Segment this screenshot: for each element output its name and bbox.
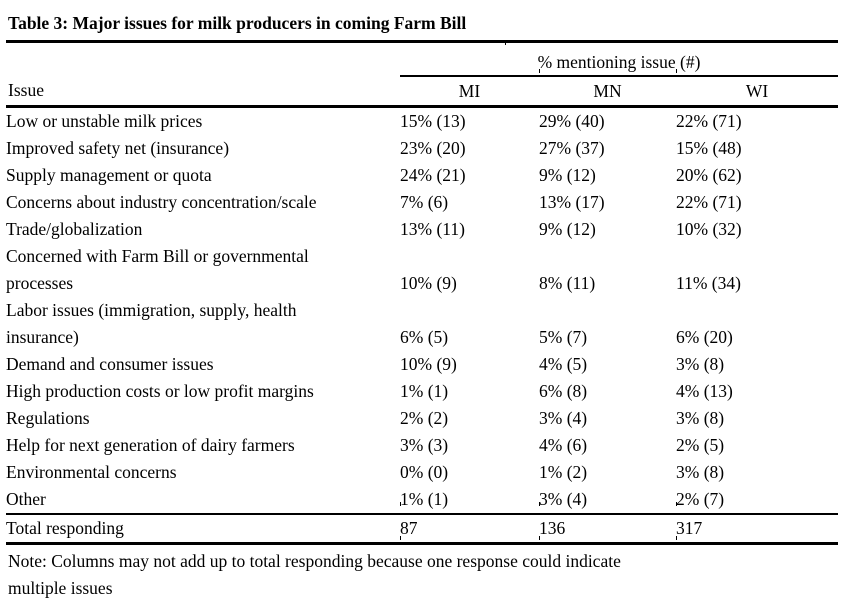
column-header-mn: MN (539, 76, 676, 108)
table-row: Labor issues (immigration, supply, healt… (6, 297, 838, 351)
issue-label: Other (6, 489, 46, 509)
value-mn: 3% (4) (539, 489, 588, 509)
issue-label: High production costs or low profit marg… (6, 381, 314, 401)
group-header-spacer (6, 43, 400, 76)
total-wi: 317 (676, 513, 839, 545)
value-mi: 3% (3) (400, 435, 449, 455)
border-tick (676, 536, 677, 540)
issue-label: Improved safety net (insurance) (6, 138, 230, 158)
value-wi: 15% (48) (676, 138, 742, 158)
value-mn: 13% (17) (539, 192, 605, 212)
table-row: Trade/globalization 13% (11) 9% (12) 10%… (6, 216, 838, 243)
issue-label: Environmental concerns (6, 462, 177, 482)
table-note: Note: Columns may not add up to total re… (8, 551, 621, 598)
value-mi: 2% (2) (400, 408, 449, 428)
value-wi: 3% (8) (676, 462, 725, 482)
value-wi: 11% (34) (676, 273, 741, 293)
value-wi: 22% (71) (676, 192, 742, 212)
value-mi: 10% (9) (400, 273, 457, 293)
table-caption: Table 3: Major issues for milk producers… (6, 6, 838, 43)
value-wi: 2% (7) (676, 489, 725, 509)
value-mn: 1% (2) (539, 462, 588, 482)
column-header-row: Issue MI MN WI (6, 76, 839, 108)
value-mn: 6% (8) (539, 381, 588, 401)
table-row: Concerns about industry concentration/sc… (6, 189, 838, 216)
table-row: Low or unstable milk prices 15% (13) 29%… (6, 107, 838, 136)
issue-label: Regulations (6, 408, 90, 428)
table-body: Low or unstable milk prices 15% (13) 29%… (6, 107, 838, 515)
issue-label: Labor issues (immigration, supply, healt… (6, 300, 297, 347)
issue-label: Supply management or quota (6, 165, 212, 185)
value-mn: 8% (11) (539, 273, 596, 293)
issues-table: % mentioning issue (#) Issue MI MN WI Lo… (6, 43, 839, 545)
value-wi: 22% (71) (676, 111, 742, 131)
column-header-mi: MI (400, 76, 539, 108)
value-wi: 6% (20) (676, 327, 733, 347)
value-mn: 5% (7) (539, 327, 588, 347)
table-row: Other 1% (1) 3% (4) 2% (7) (6, 486, 838, 514)
border-tick (505, 42, 506, 45)
value-wi: 10% (32) (676, 219, 742, 239)
value-mi: 24% (21) (400, 165, 466, 185)
total-row: Total responding 87 136 317 (6, 513, 839, 545)
border-tick (539, 502, 540, 506)
table-row: Environmental concerns 0% (0) 1% (2) 3% … (6, 459, 838, 486)
table-row: Concerned with Farm Bill or governmental… (6, 243, 838, 297)
total-mn: 136 (539, 513, 676, 545)
value-mi: 0% (0) (400, 462, 449, 482)
group-header-row: % mentioning issue (#) (6, 43, 839, 77)
issue-label: Help for next generation of dairy farmer… (6, 435, 295, 455)
value-mn: 29% (40) (539, 111, 605, 131)
table-row: Demand and consumer issues 10% (9) 4% (5… (6, 351, 838, 378)
issue-label: Concerns about industry concentration/sc… (6, 192, 317, 212)
value-mn: 4% (5) (539, 354, 588, 374)
border-tick (400, 536, 401, 540)
value-wi: 3% (8) (676, 354, 725, 374)
total-label: Total responding (6, 513, 400, 545)
total-mi: 87 (400, 513, 539, 545)
border-tick (400, 502, 401, 506)
issue-label: Concerned with Farm Bill or governmental… (6, 246, 309, 293)
value-wi: 3% (8) (676, 408, 725, 428)
table-row: Regulations 2% (2) 3% (4) 3% (8) (6, 405, 838, 432)
value-wi: 20% (62) (676, 165, 742, 185)
value-mi: 10% (9) (400, 354, 457, 374)
border-tick (676, 69, 677, 73)
value-mi: 13% (11) (400, 219, 465, 239)
column-header-issue: Issue (6, 76, 400, 108)
table-row: Help for next generation of dairy farmer… (6, 432, 838, 459)
column-header-wi: WI (676, 76, 839, 108)
value-mi: 1% (1) (400, 489, 449, 509)
value-mi: 7% (6) (400, 192, 449, 212)
table-row: Supply management or quota 24% (21) 9% (… (6, 162, 838, 189)
value-mi: 1% (1) (400, 381, 449, 401)
table-row: Improved safety net (insurance) 23% (20)… (6, 135, 838, 162)
value-mn: 9% (12) (539, 165, 596, 185)
table-header: % mentioning issue (#) Issue MI MN WI (6, 43, 839, 108)
value-mi: 15% (13) (400, 111, 466, 131)
table-row: High production costs or low profit marg… (6, 378, 838, 405)
value-mn: 4% (6) (539, 435, 588, 455)
issue-label: Demand and consumer issues (6, 354, 214, 374)
value-wi: 4% (13) (676, 381, 733, 401)
group-header-label: % mentioning issue (#) (400, 43, 839, 77)
value-mi: 23% (20) (400, 138, 466, 158)
value-mn: 9% (12) (539, 219, 596, 239)
value-mn: 27% (37) (539, 138, 605, 158)
issue-label: Trade/globalization (6, 219, 143, 239)
table-footer: Total responding 87 136 317 (6, 513, 839, 545)
value-mi: 6% (5) (400, 327, 449, 347)
value-mn: 3% (4) (539, 408, 588, 428)
border-tick (539, 536, 540, 540)
value-wi: 2% (5) (676, 435, 725, 455)
issue-label: Low or unstable milk prices (6, 111, 203, 131)
border-tick (676, 502, 677, 506)
border-tick (539, 69, 540, 73)
